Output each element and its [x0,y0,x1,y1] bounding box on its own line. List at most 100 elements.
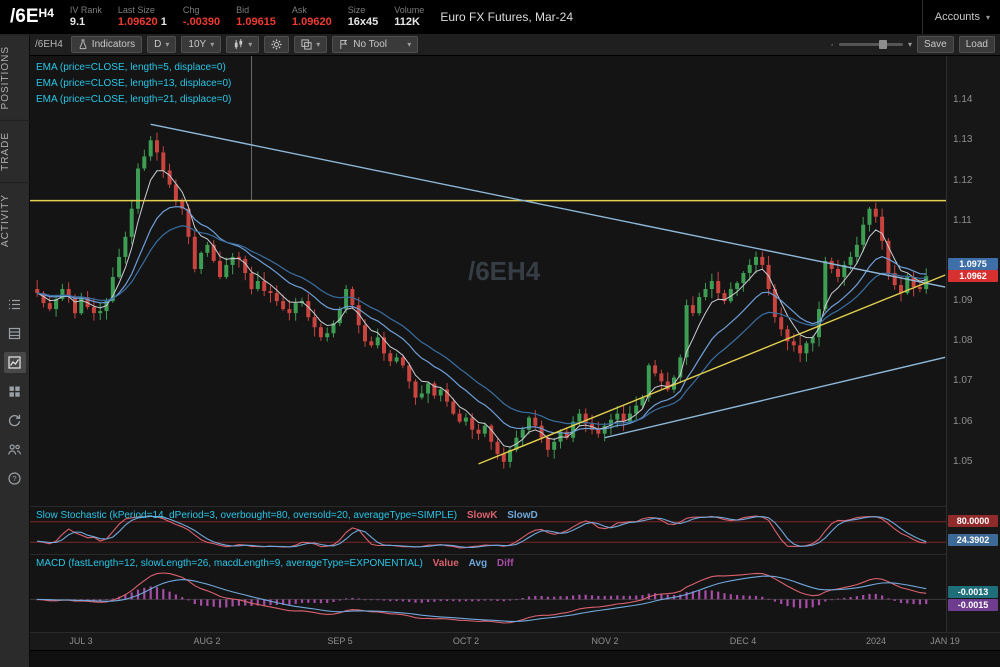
load-button[interactable]: Load [958,36,995,53]
symbol-title: /6EH4 [10,6,54,28]
chevron-down-icon: ▾ [210,40,215,49]
aggregation-dropdown[interactable]: D ▾ [147,36,177,53]
stochastic-pane[interactable]: Slow Stochastic (kPeriod=14, dPeriod=3, … [30,506,1000,554]
flag-icon [339,39,349,50]
drawing-tool-dropdown[interactable]: No Tool ▾ [332,36,419,53]
field-volume: Volume 112K [394,5,425,28]
bottom-strip [30,650,1000,667]
ema13-label: EMA (price=CLOSE, length=13, displace=0) [36,78,232,89]
macd-value-label: Value [432,558,459,569]
time-axis-label: OCT 2 [452,636,480,646]
svg-text:?: ? [12,474,16,483]
chevron-down-icon: ▾ [248,40,253,49]
candle-chart-icon [233,39,244,50]
contract-description: Euro FX Futures, Mar-24 [440,10,574,24]
axis-value-bubble: -0.0015 [948,598,998,611]
last-price: 1.09620 [117,16,158,28]
axis-value-bubble: 1.0962 [948,270,998,282]
symbol-root: /6E [10,6,39,27]
price-axis-label: 1.08 [953,335,973,346]
price-axis-label: 1.11 [953,215,972,226]
time-axis-label: DEC 4 [729,636,757,646]
time-axis-label: NOV 2 [591,636,619,646]
symbol-contract: H4 [38,6,54,20]
field-last-size: Last Size 1.09620 1 [117,5,167,28]
symbol-watermark: /6EH4 [468,256,541,286]
slowk-label: SlowK [466,510,498,521]
stochastic-chart[interactable] [30,507,946,555]
accounts-menu[interactable]: Accounts ▾ [921,0,990,34]
axis-value-bubble: 80.0000 [948,515,998,527]
stochastic-legend: Slow Stochastic (kPeriod=14, dPeriod=3, … [36,510,538,521]
sidebar-tab-positions[interactable]: POSITIONS [0,34,30,121]
macd-pane[interactable]: MACD (fastLength=12, slowLength=26, macd… [30,554,1000,632]
price-axis-label: 1.14 [953,94,973,105]
macd-chart[interactable] [30,555,946,633]
chevron-down-icon: ▾ [907,40,912,49]
field-ask: Ask 1.09620 [291,5,332,28]
study-legend: EMA (price=CLOSE, length=5, displace=0) … [36,60,231,108]
time-axis-label: 2024 [865,636,887,646]
price-axis-label: 1.06 [953,416,973,427]
macd-diff-label: Diff [496,558,514,569]
candlestick-chart[interactable] [30,56,946,506]
time-axis-label: JAN 19 [930,636,960,646]
field-chg: Chg -.00390 [182,5,221,28]
sidebar-tab-trade[interactable]: TRADE [0,120,30,183]
chart-area: EMA (price=CLOSE, length=5, displace=0) … [30,56,1000,667]
sidebar-tab-activity[interactable]: ACTIVITY [0,182,30,259]
price-axis-label: 1.05 [953,456,973,467]
chart-type-dropdown[interactable]: ▾ [226,36,260,53]
grid-icon[interactable] [4,381,26,402]
chart-symbol-label: /6EH4 [35,39,63,50]
time-axis[interactable]: JUL 3 AUG 2 SEP 5 OCT 2 NOV 2 DEC 4 2024 JAN 19 [30,632,1000,650]
gear-icon [271,39,282,50]
ema21-label: EMA (price=CLOSE, length=21, displace=0) [36,94,232,105]
axis-value-bubble: -0.0013 [948,586,998,598]
chevron-down-icon: ▾ [407,40,412,49]
axis-value-bubble: 1.0975 [948,257,998,270]
help-icon[interactable]: ? [4,468,26,489]
macd-avg-label: Avg [468,558,488,569]
chart-settings-button[interactable] [264,36,290,53]
style-dropdown[interactable]: ▾ [294,36,328,53]
indicators-button[interactable]: Indicators [70,36,143,53]
ema5-label: EMA (price=CLOSE, length=5, displace=0) [36,62,226,73]
chevron-down-icon: ▾ [985,12,990,22]
price-axis-label: 1.13 [953,134,973,145]
price-axis-label: 1.12 [953,175,973,186]
slowd-label: SlowD [507,510,538,521]
orders-icon[interactable] [4,323,26,344]
chevron-down-icon: ▾ [165,40,170,49]
chart-toolbar: /6EH4 Indicators D ▾ 10Y ▾ ▾ ▾ No Tool ▾ [30,34,1000,56]
sidebar-icons: ? [3,294,26,489]
time-axis-label: AUG 2 [193,636,221,646]
save-button[interactable]: Save [916,36,954,53]
flask-icon [78,39,88,50]
zoom-slider[interactable] [838,40,903,49]
field-size: Size 16x45 [347,5,379,28]
zoom-slider-handle[interactable] [878,40,887,49]
people-icon[interactable] [4,439,26,460]
field-iv-rank: IV Rank 9.1 [69,5,102,28]
watchlist-icon[interactable] [4,294,26,315]
price-axis-label: 1.09 [953,295,973,306]
chart-gadget-icon[interactable] [3,352,26,374]
layers-icon [301,39,312,50]
chevron-down-icon: ▾ [316,40,321,49]
price-axis-label: 1.07 [953,375,973,386]
last-size: 1 [160,16,167,28]
left-gadget-sidebar: POSITIONS TRADE ACTIVITY ? [0,34,30,667]
axis-value-bubble: 24.3902 [948,534,998,546]
refresh-icon[interactable] [4,410,26,431]
time-axis-label: JUL 3 [69,636,93,646]
macd-legend: MACD (fastLength=12, slowLength=26, macd… [36,558,514,569]
range-dropdown[interactable]: 10Y ▾ [181,36,222,53]
quote-bar: /6EH4 IV Rank 9.1 Last Size 1.09620 1 Ch… [0,0,1000,34]
field-bid: Bid 1.09615 [236,5,276,28]
price-axis[interactable]: 1.14 1.13 1.12 1.11 1.09 1.08 1.07 1.06 1.05 1.09… [946,56,1000,632]
collapse-dot-icon: · [830,38,834,51]
price-pane[interactable]: EMA (price=CLOSE, length=5, displace=0) … [30,56,1000,506]
time-axis-label: SEP 5 [327,636,353,646]
